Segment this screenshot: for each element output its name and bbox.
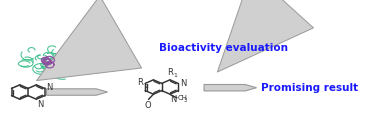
Text: 3: 3 [183,99,187,103]
Polygon shape [204,84,257,91]
Text: N: N [37,100,43,109]
Text: R: R [137,78,143,87]
Text: CH: CH [178,95,187,101]
Text: N: N [180,79,186,88]
Polygon shape [46,89,108,95]
Text: Bioactivity evaluation: Bioactivity evaluation [159,42,288,53]
Text: R: R [167,68,173,77]
Text: 1: 1 [174,73,178,78]
Text: N: N [170,95,177,104]
Text: Promising result: Promising result [261,83,358,93]
Text: 2: 2 [145,84,149,90]
Text: N: N [46,83,53,92]
Text: O: O [144,101,151,110]
